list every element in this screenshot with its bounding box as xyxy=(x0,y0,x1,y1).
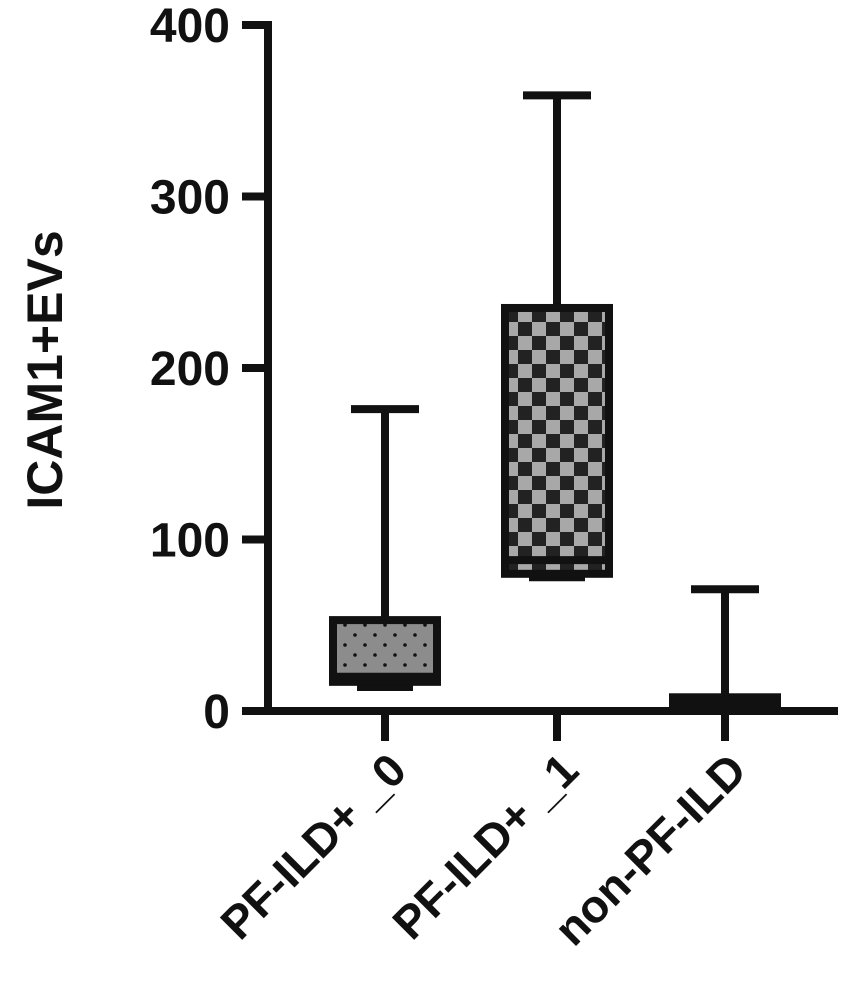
y-tick-label: 0 xyxy=(203,686,230,739)
y-tick-label: 300 xyxy=(150,172,230,225)
y-tick-label: 200 xyxy=(150,343,230,396)
y-axis-title: ICAM1+EVs xyxy=(17,230,73,509)
box xyxy=(329,616,441,686)
y-tick-label: 400 xyxy=(150,0,230,53)
box xyxy=(501,303,613,578)
y-tick-label: 100 xyxy=(150,515,230,568)
x-tick-label: PF-ILD+ _0 xyxy=(210,743,416,949)
